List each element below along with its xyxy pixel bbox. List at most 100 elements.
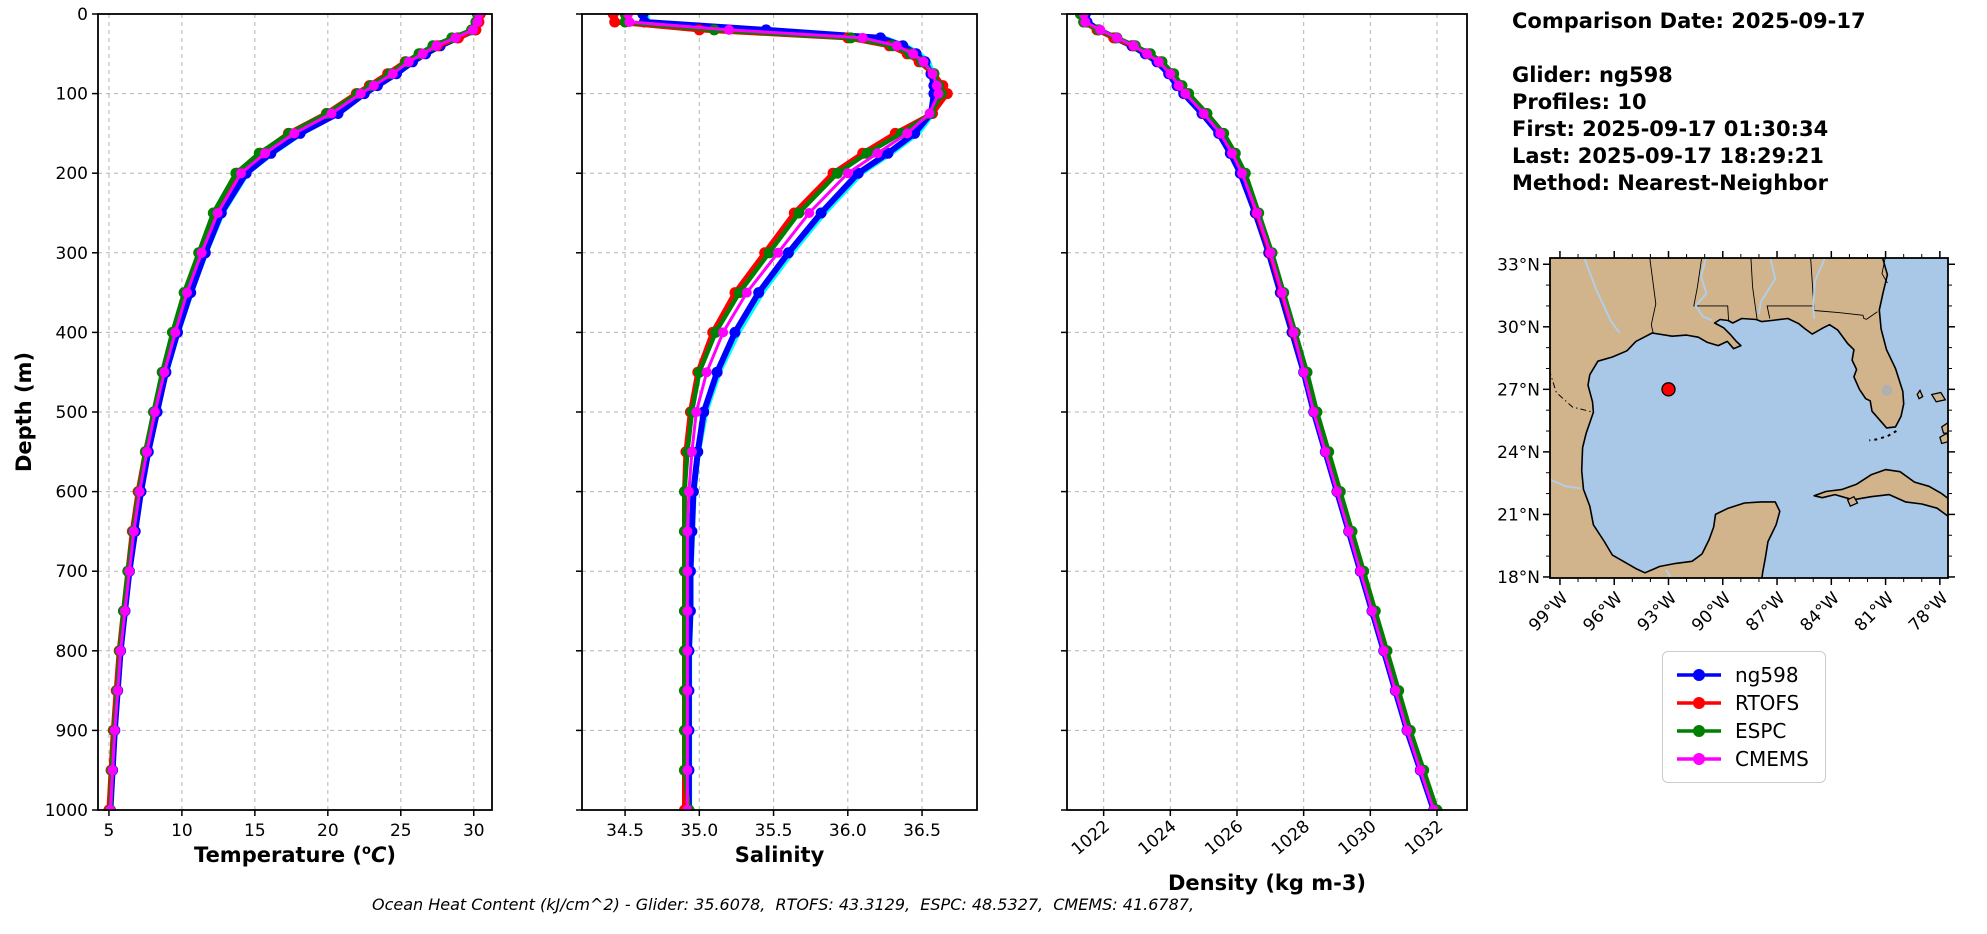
density-axis-label: Density (kg m-3) [1167, 871, 1367, 895]
map-lon-tick-label: 84°W [1797, 588, 1844, 635]
temperature-variable: C [370, 843, 387, 867]
river [1550, 478, 1581, 490]
method-text: Method: Nearest-Neighbor [1512, 171, 1828, 195]
info-block: Comparison Date: 2025-09-17 Glider: ng59… [1512, 8, 1866, 197]
map-lon-tick-label: 87°W [1742, 588, 1789, 635]
y-tick-label: 200 [56, 164, 88, 184]
x-tick-label: 36.0 [829, 821, 867, 841]
x-tick-label: 5 [104, 821, 115, 841]
state-border [1750, 258, 1758, 320]
map-lat-tick-label: 33°N [1497, 255, 1540, 275]
cuba-landmass [1813, 468, 1948, 518]
state-border [1881, 258, 1888, 284]
country-border [1550, 370, 1594, 413]
x-tick-label: 1022 [1068, 817, 1114, 860]
y-tick-label: 100 [56, 85, 88, 105]
legend-label: ESPC [1735, 719, 1787, 743]
temperature-axis-label-text: Temperature ( [194, 843, 362, 867]
map-lon-tick-label: 99°W [1525, 588, 1572, 635]
last-profile-time-text: Last: 2025-09-17 18:29:21 [1512, 144, 1824, 168]
y-tick-label: 0 [77, 5, 88, 25]
x-tick-label: 15 [244, 821, 266, 841]
x-tick-label: 1024 [1135, 817, 1181, 860]
density-panel: 1022 1024 1026 1028 1030 1032 [1061, 13, 1468, 860]
map-lon-tick-label: 93°W [1634, 588, 1681, 635]
map-lon-tick-label: 78°W [1905, 588, 1952, 635]
lake-okeechobee [1881, 384, 1893, 396]
y-tick-label: 900 [56, 721, 88, 741]
state-border [1693, 258, 1730, 321]
island [1939, 432, 1948, 445]
state-border [1814, 310, 1878, 320]
x-tick-label: 25 [390, 821, 412, 841]
map-lon-tick-label: 81°W [1851, 588, 1898, 635]
map-lat-tick-label: 24°N [1497, 443, 1540, 463]
river [1665, 569, 1671, 578]
x-tick-label: 35.5 [755, 821, 793, 841]
x-tick-label: 34.5 [606, 821, 644, 841]
island [1930, 391, 1947, 403]
series-group [103, 13, 486, 811]
salinity-axis-label: Salinity [734, 843, 825, 867]
map-lat-tick-label: 30°N [1497, 318, 1540, 338]
y-tick-label: 500 [56, 403, 88, 423]
series-group [1074, 13, 1443, 811]
river [1694, 258, 1713, 322]
map-lat-tick-label: 18°N [1497, 568, 1540, 588]
legend-label: RTOFS [1735, 691, 1800, 715]
y-tick-label: 400 [56, 323, 88, 343]
legend-item-ng598: ng598 [1674, 661, 1809, 689]
grid [98, 13, 492, 811]
axis-ticks: 34.5 35.0 35.5 36.0 36.5 [576, 13, 941, 841]
series-markers-CMEMS [1078, 13, 1439, 811]
series-markers-CMEMS [105, 13, 484, 811]
island [1940, 421, 1948, 434]
x-tick-label: 36.5 [903, 821, 941, 841]
legend-item-ESPC: ESPC [1674, 717, 1809, 745]
legend-item-RTOFS: RTOFS [1674, 689, 1809, 717]
island [1846, 495, 1859, 507]
legend-label: ng598 [1735, 663, 1799, 687]
degree-sup: o [362, 843, 371, 858]
y-tick-label: 800 [56, 642, 88, 662]
legend-line-sample [1677, 669, 1721, 681]
first-profile-time-text: First: 2025-09-17 01:30:34 [1512, 117, 1829, 141]
state-border [1649, 258, 1657, 333]
legend-item-CMEMS: CMEMS [1674, 745, 1809, 773]
info-spacer [1512, 35, 1866, 62]
x-tick-label: 35.0 [680, 821, 718, 841]
florida-keys [1869, 430, 1897, 442]
temperature-panel: 5 10 15 20 25 3001002003004005006007008009001… [45, 5, 493, 841]
x-tick-label: 1032 [1401, 817, 1447, 860]
glider-location-marker [1661, 382, 1676, 397]
map-inner [1550, 258, 1948, 578]
river [1583, 258, 1621, 334]
map-lat-tick-label: 21°N [1497, 505, 1540, 525]
glider-name-text: Glider: ng598 [1512, 63, 1673, 87]
series-markers-CMEMS [623, 13, 944, 811]
temperature-axis-label-close: ) [386, 843, 396, 867]
legend-line-sample [1677, 697, 1721, 709]
y-tick-label: 300 [56, 244, 88, 264]
comparison-date-text: Comparison Date: 2025-09-17 [1512, 9, 1866, 33]
x-tick-label: 20 [317, 821, 339, 841]
x-tick-label: 1028 [1268, 817, 1314, 860]
map-lat-tick-label: 27°N [1497, 380, 1540, 400]
salinity-panel: 34.5 35.0 35.5 36.0 36.5 [576, 13, 978, 841]
x-tick-label: 30 [463, 821, 485, 841]
map-lon-tick-label: 90°W [1688, 588, 1735, 635]
series-group [607, 13, 953, 811]
grid [1067, 13, 1467, 811]
legend-line-sample [1677, 725, 1721, 737]
y-tick-label: 1000 [45, 801, 88, 821]
island [1916, 389, 1924, 400]
x-tick-label: 10 [171, 821, 193, 841]
mainland-landmass [1550, 258, 1905, 578]
map-lon-tick-label: 96°W [1579, 588, 1626, 635]
depth-axis-label: Depth (m) [12, 351, 36, 473]
profiles-count-text: Profiles: 10 [1512, 90, 1647, 114]
legend: ng598 RTOFS ESPC CMEMS [1662, 651, 1826, 783]
ohc-caption: Ocean Heat Content (kJ/cm^2) - Glider: 3… [371, 895, 1195, 914]
